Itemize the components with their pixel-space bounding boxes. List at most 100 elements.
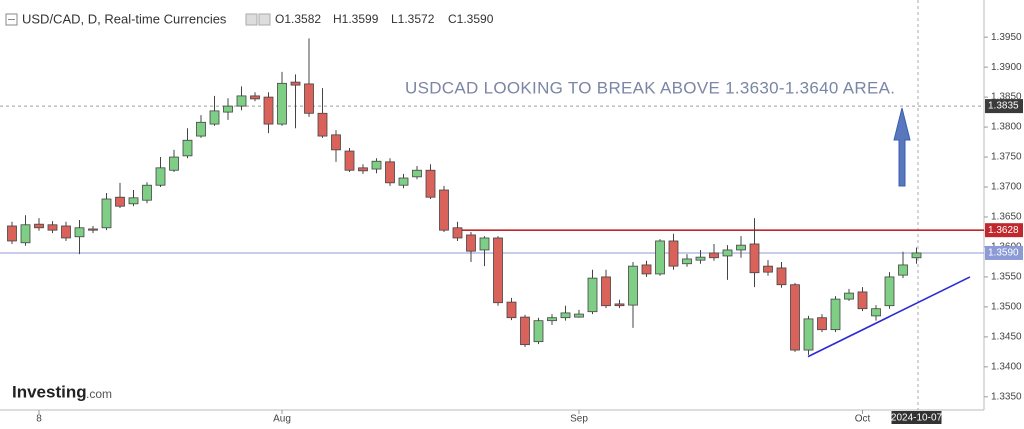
- trendline: [807, 276, 971, 358]
- candle-body: [898, 264, 908, 276]
- candle-body: [74, 227, 85, 238]
- y-tick-label: 1.3500: [991, 302, 1022, 313]
- candle-body: [547, 317, 557, 322]
- y-tick-label: 1.3700: [991, 182, 1022, 193]
- candle-body: [790, 284, 800, 351]
- candle-body: [115, 196, 125, 207]
- candle-body: [101, 198, 112, 229]
- settings-icon[interactable]: [258, 13, 271, 26]
- candle-body: [385, 161, 395, 184]
- candle-body: [844, 292, 854, 300]
- candle-body: [155, 167, 166, 186]
- candle-body: [371, 160, 382, 170]
- candle-body: [493, 237, 503, 304]
- candle-body: [709, 252, 719, 259]
- price-level-label: 1.3590: [988, 248, 1019, 259]
- candle-body: [763, 265, 773, 273]
- candle-body: [695, 256, 706, 261]
- candle-body: [236, 95, 247, 107]
- candle-body: [169, 156, 179, 171]
- x-tick-label: Oct: [855, 414, 871, 424]
- candle-body: [614, 303, 625, 307]
- candle-body: [398, 177, 409, 186]
- candle-body: [142, 184, 152, 201]
- y-tick-label: 1.3400: [991, 361, 1022, 372]
- candle-body: [358, 167, 368, 172]
- candle-body: [817, 317, 827, 331]
- y-tick-label: 1.3800: [991, 122, 1022, 133]
- y-tick-label: 1.3900: [991, 62, 1022, 73]
- candle-body: [655, 240, 665, 275]
- candle-body: [128, 197, 139, 205]
- price-level-box: [985, 99, 1023, 114]
- candle-body: [722, 249, 733, 257]
- candle-body: [88, 228, 98, 231]
- candle-body: [277, 82, 287, 125]
- candle-body: [628, 265, 638, 306]
- candle-body: [317, 112, 328, 137]
- candle-body: [223, 105, 233, 113]
- candle-body: [263, 96, 274, 125]
- candle-body: [290, 81, 301, 86]
- candle-body: [61, 225, 71, 239]
- price-level-box: [985, 245, 1023, 260]
- candle-body: [857, 291, 868, 310]
- candle-body: [668, 240, 679, 267]
- y-tick-label: 1.3350: [991, 391, 1022, 402]
- candle-body: [749, 243, 760, 274]
- candle-body: [304, 83, 314, 114]
- price-level-box: [985, 223, 1023, 238]
- y-tick-label: 1.3950: [991, 32, 1022, 43]
- collapse-icon[interactable]: [5, 13, 18, 26]
- candle-body: [412, 169, 422, 178]
- x-tick-label: Aug: [273, 414, 291, 424]
- candle-body: [250, 95, 260, 100]
- candle-body: [479, 237, 490, 251]
- ohlc-high: H1.3599: [333, 12, 379, 26]
- settings-icon[interactable]: [245, 13, 258, 26]
- price-level-label: 1.3628: [988, 225, 1019, 236]
- y-tick-label: 1.3750: [991, 152, 1022, 163]
- candle-body: [466, 234, 476, 252]
- ohlc-close: C1.3590: [448, 12, 494, 26]
- candle-body: [439, 189, 449, 231]
- candle-body: [601, 276, 611, 307]
- annotation: USDCAD LOOKING TO BREAK ABOVE 1.3630-1.3…: [405, 78, 895, 97]
- logo-main: Investing: [12, 382, 87, 401]
- candle-body: [182, 139, 193, 157]
- price-level-label: 1.3835: [988, 101, 1019, 112]
- candle-body: [641, 264, 652, 275]
- candle-body: [331, 134, 341, 151]
- candle-body: [830, 298, 841, 331]
- candle-body: [911, 252, 922, 259]
- candle-body: [871, 308, 881, 317]
- y-tick-label: 1.3450: [991, 332, 1022, 343]
- candle-body: [47, 224, 58, 231]
- candle-body: [736, 244, 746, 251]
- candle-body: [803, 318, 814, 351]
- up-arrow: [893, 107, 911, 187]
- candle-body: [560, 312, 571, 319]
- candle-body: [520, 316, 530, 346]
- y-tick-label: 1.3550: [991, 272, 1022, 283]
- candle-body: [7, 225, 17, 242]
- candle-body: [533, 320, 544, 343]
- candle-body: [682, 258, 692, 265]
- crosshair-date-box: [891, 411, 942, 424]
- x-crosshair-label: 2024-10-07: [891, 413, 943, 424]
- logo-suffix: .com: [86, 387, 112, 401]
- candle-body: [20, 224, 31, 244]
- candle-body: [587, 277, 598, 313]
- candle-body: [196, 121, 206, 137]
- ohlc-open: O1.3582: [275, 12, 321, 26]
- candle-body: [209, 110, 220, 125]
- x-tick-label: Sep: [570, 414, 588, 424]
- candle-body: [884, 276, 895, 307]
- candle-body: [34, 223, 44, 229]
- x-tick-label: 8: [36, 414, 42, 424]
- arrow-shape: [893, 107, 911, 187]
- candle-body: [425, 169, 436, 198]
